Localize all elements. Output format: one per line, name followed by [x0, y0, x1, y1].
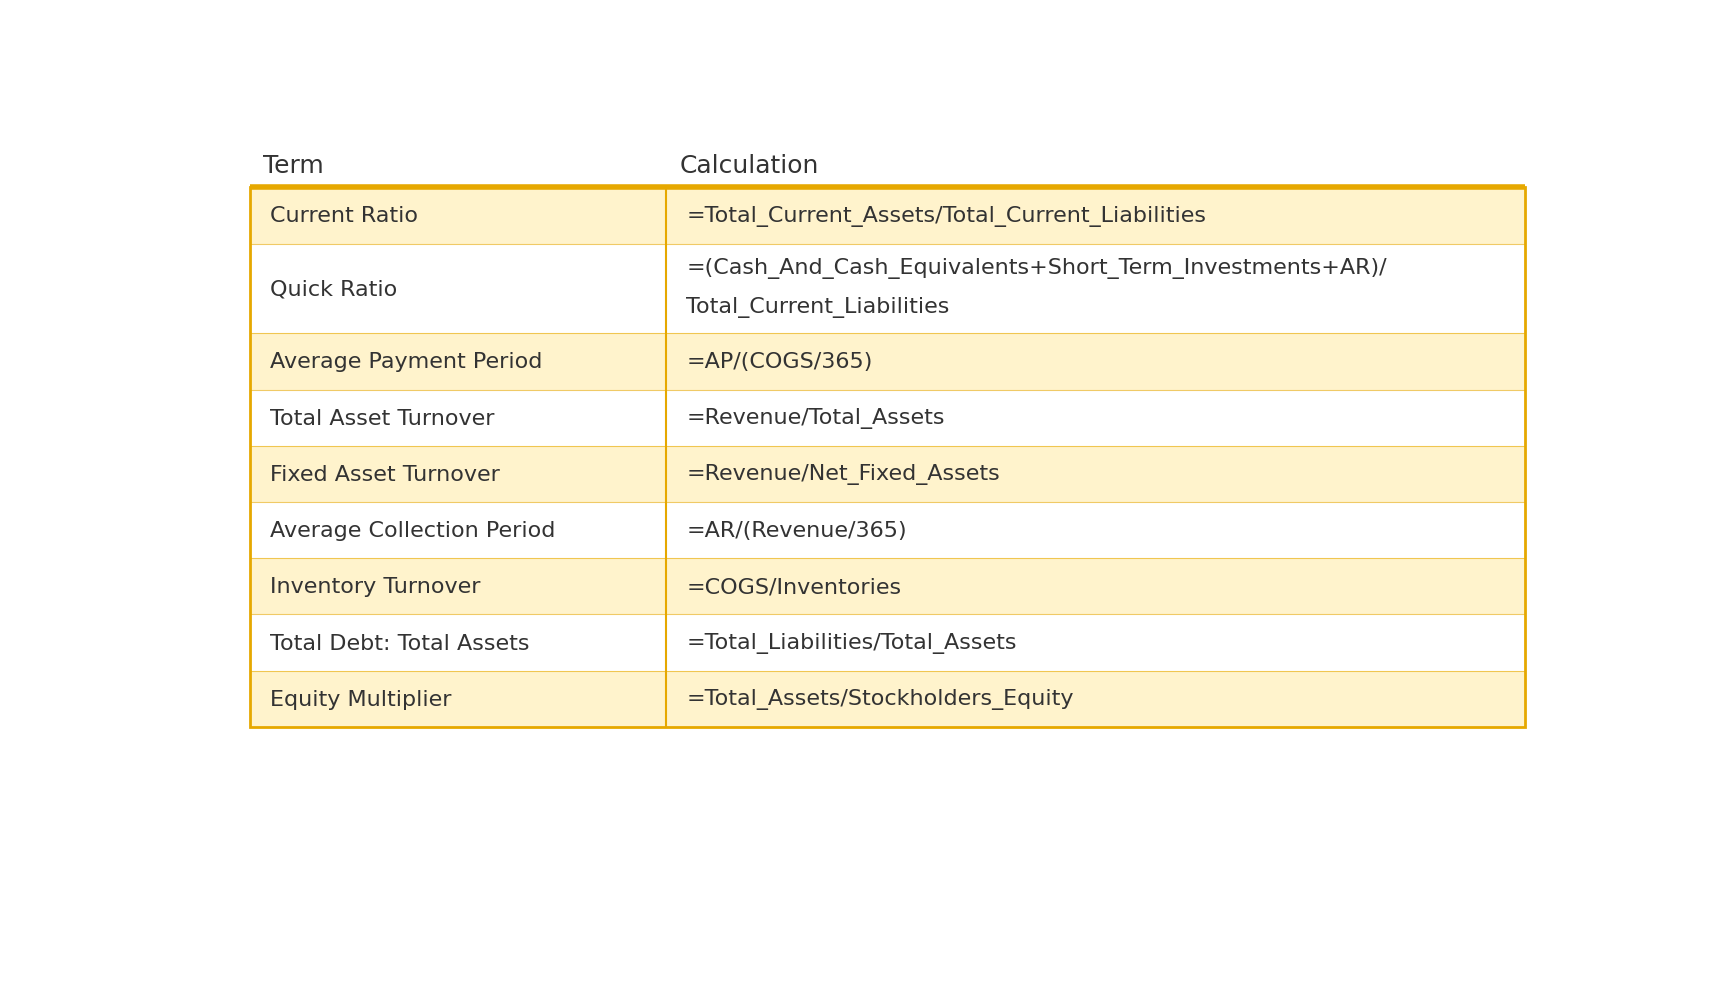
Bar: [667, 503, 1526, 559]
Text: Total Debt: Total Assets: Total Debt: Total Assets: [270, 633, 530, 653]
Text: =Total_Assets/Stockholders_Equity: =Total_Assets/Stockholders_Equity: [686, 688, 1074, 710]
Text: Average Payment Period: Average Payment Period: [270, 352, 542, 372]
Bar: [249, 245, 667, 334]
Text: =COGS/Inventories: =COGS/Inventories: [686, 577, 901, 597]
Text: =Revenue/Total_Assets: =Revenue/Total_Assets: [686, 408, 944, 429]
Text: =Revenue/Net_Fixed_Assets: =Revenue/Net_Fixed_Assets: [686, 463, 999, 485]
Text: Term: Term: [263, 154, 324, 177]
Bar: [667, 671, 1526, 728]
Text: =Total_Liabilities/Total_Assets: =Total_Liabilities/Total_Assets: [686, 632, 1017, 654]
Bar: [249, 559, 667, 615]
Bar: [249, 390, 667, 447]
Bar: [249, 188, 667, 245]
Text: Quick Ratio: Quick Ratio: [270, 279, 397, 299]
Bar: [249, 671, 667, 728]
Text: =AR/(Revenue/365): =AR/(Revenue/365): [686, 521, 908, 540]
Bar: [249, 188, 1526, 728]
Text: Equity Multiplier: Equity Multiplier: [270, 689, 452, 709]
Bar: [667, 390, 1526, 447]
Text: =AP/(COGS/365): =AP/(COGS/365): [686, 352, 873, 372]
Bar: [667, 245, 1526, 334]
Text: Inventory Turnover: Inventory Turnover: [270, 577, 481, 597]
Bar: [667, 559, 1526, 615]
Text: Fixed Asset Turnover: Fixed Asset Turnover: [270, 464, 501, 484]
Text: Total Asset Turnover: Total Asset Turnover: [270, 408, 495, 428]
Text: Current Ratio: Current Ratio: [270, 206, 417, 226]
Bar: [667, 334, 1526, 390]
Bar: [249, 334, 667, 390]
Text: =(Cash_And_Cash_Equivalents+Short_Term_Investments+AR)/: =(Cash_And_Cash_Equivalents+Short_Term_I…: [686, 258, 1387, 279]
Text: Calculation: Calculation: [679, 154, 819, 177]
Bar: [667, 615, 1526, 671]
Text: Average Collection Period: Average Collection Period: [270, 521, 556, 540]
Text: =Total_Current_Assets/Total_Current_Liabilities: =Total_Current_Assets/Total_Current_Liab…: [686, 206, 1205, 227]
Bar: [667, 447, 1526, 503]
Bar: [249, 615, 667, 671]
Text: Total_Current_Liabilities: Total_Current_Liabilities: [686, 297, 949, 317]
Bar: [667, 188, 1526, 245]
Bar: [249, 447, 667, 503]
Bar: [249, 503, 667, 559]
